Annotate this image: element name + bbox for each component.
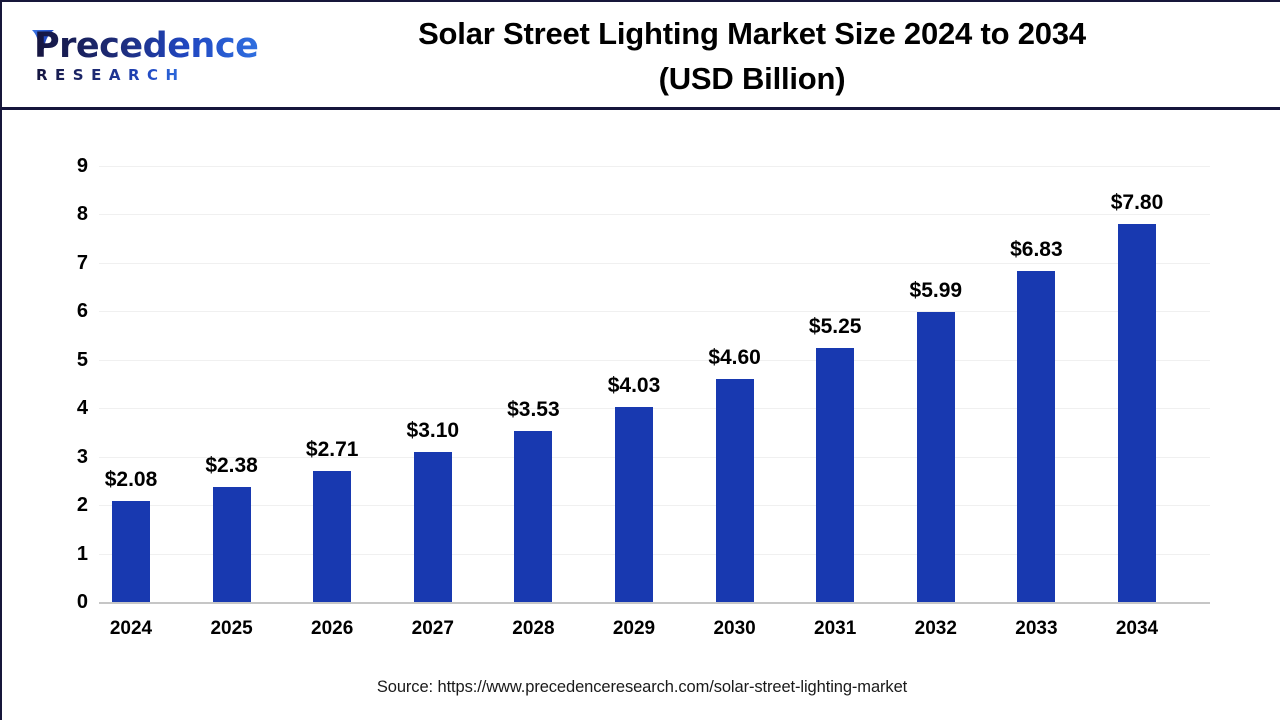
page-title: Solar Street Lighting Market Size 2024 t…	[242, 11, 1262, 101]
gridline	[99, 553, 1210, 555]
x-axis-tick-label: 2030	[713, 618, 756, 639]
gridline	[99, 505, 1210, 507]
y-axis-tick-label: 6	[76, 300, 88, 323]
bar-value-label: $4.60	[708, 346, 761, 370]
bar-value-label: $2.08	[104, 468, 158, 492]
bar-value-label: $6.83	[1010, 238, 1063, 262]
chart-title-line-2: (USD Billion)	[658, 61, 846, 96]
x-axis-tick-label: 2034	[1115, 618, 1159, 639]
bar[interactable]	[916, 311, 955, 602]
chart-title-line-1: Solar Street Lighting Market Size 2024 t…	[418, 16, 1086, 51]
x-axis-tick-label: 2032	[914, 618, 957, 639]
y-axis-tick-label: 9	[76, 155, 88, 177]
bar-value-label: $4.03	[607, 373, 661, 397]
gridline	[99, 408, 1210, 410]
x-axis-tick-label: 2031	[814, 618, 857, 639]
gridline	[99, 311, 1210, 313]
y-axis-tick-label: 8	[76, 203, 88, 226]
bar[interactable]	[1118, 224, 1156, 602]
y-axis-tick-label: 1	[76, 542, 88, 565]
x-axis-tick-label: 2028	[512, 618, 555, 639]
bar-value-label: $3.53	[507, 397, 560, 421]
bar-value-label: $2.38	[205, 453, 258, 477]
bar[interactable]	[413, 451, 452, 602]
y-axis-tick-label: 7	[76, 251, 88, 274]
y-axis-tick-label: 3	[76, 445, 88, 468]
bar[interactable]	[615, 406, 653, 602]
chart-plot-area: 0 1 2 3 4 5 6 7 8 9 $2.08 $2.38 $2.71 $3.10 $3.53 $4.0…	[2, 110, 1280, 722]
bar[interactable]	[1017, 271, 1056, 602]
bar[interactable]	[514, 430, 553, 602]
bar-value-label: $2.71	[305, 437, 359, 461]
x-axis-tick-label: 2033	[1015, 618, 1058, 639]
bar[interactable]	[816, 347, 855, 602]
gridline	[99, 214, 1210, 216]
gridline	[99, 456, 1210, 458]
gridline	[99, 359, 1210, 361]
axis-baseline	[99, 602, 1210, 604]
logo-wordmark: Precedence	[34, 26, 259, 66]
source-caption: Source: https://www.precedenceresearch.c…	[376, 678, 908, 696]
bar-value-label: $5.99	[909, 278, 963, 302]
leaf-p-mark-icon	[32, 30, 54, 49]
gridline	[99, 166, 1210, 167]
bar[interactable]	[112, 501, 150, 602]
bar-value-label: $7.80	[1110, 191, 1164, 215]
logo-subtitle: RESEARCH	[36, 66, 186, 84]
bar[interactable]	[313, 470, 352, 602]
x-axis-tick-label: 2027	[411, 618, 454, 639]
y-axis-tick-label: 2	[76, 494, 88, 517]
gridline	[99, 262, 1210, 264]
x-axis-tick-label: 2025	[210, 618, 253, 639]
x-axis-tick-label: 2026	[311, 618, 354, 639]
y-axis-tick-label: 5	[76, 348, 88, 371]
y-axis-tick-label: 0	[76, 591, 88, 613]
bar[interactable]	[212, 486, 251, 602]
bar[interactable]	[715, 379, 754, 602]
bar-value-label: $5.25	[808, 314, 862, 338]
y-axis-tick-label: 4	[76, 397, 88, 420]
x-axis-tick-label: 2029	[612, 618, 656, 639]
precedence-research-logo: Precedence RESEARCH	[16, 26, 259, 88]
x-axis-tick-label: 2024	[109, 618, 153, 639]
figure-header: Precedence RESEARCH Solar Street Lightin…	[2, 2, 1280, 110]
bar-value-label: $3.10	[406, 418, 460, 442]
